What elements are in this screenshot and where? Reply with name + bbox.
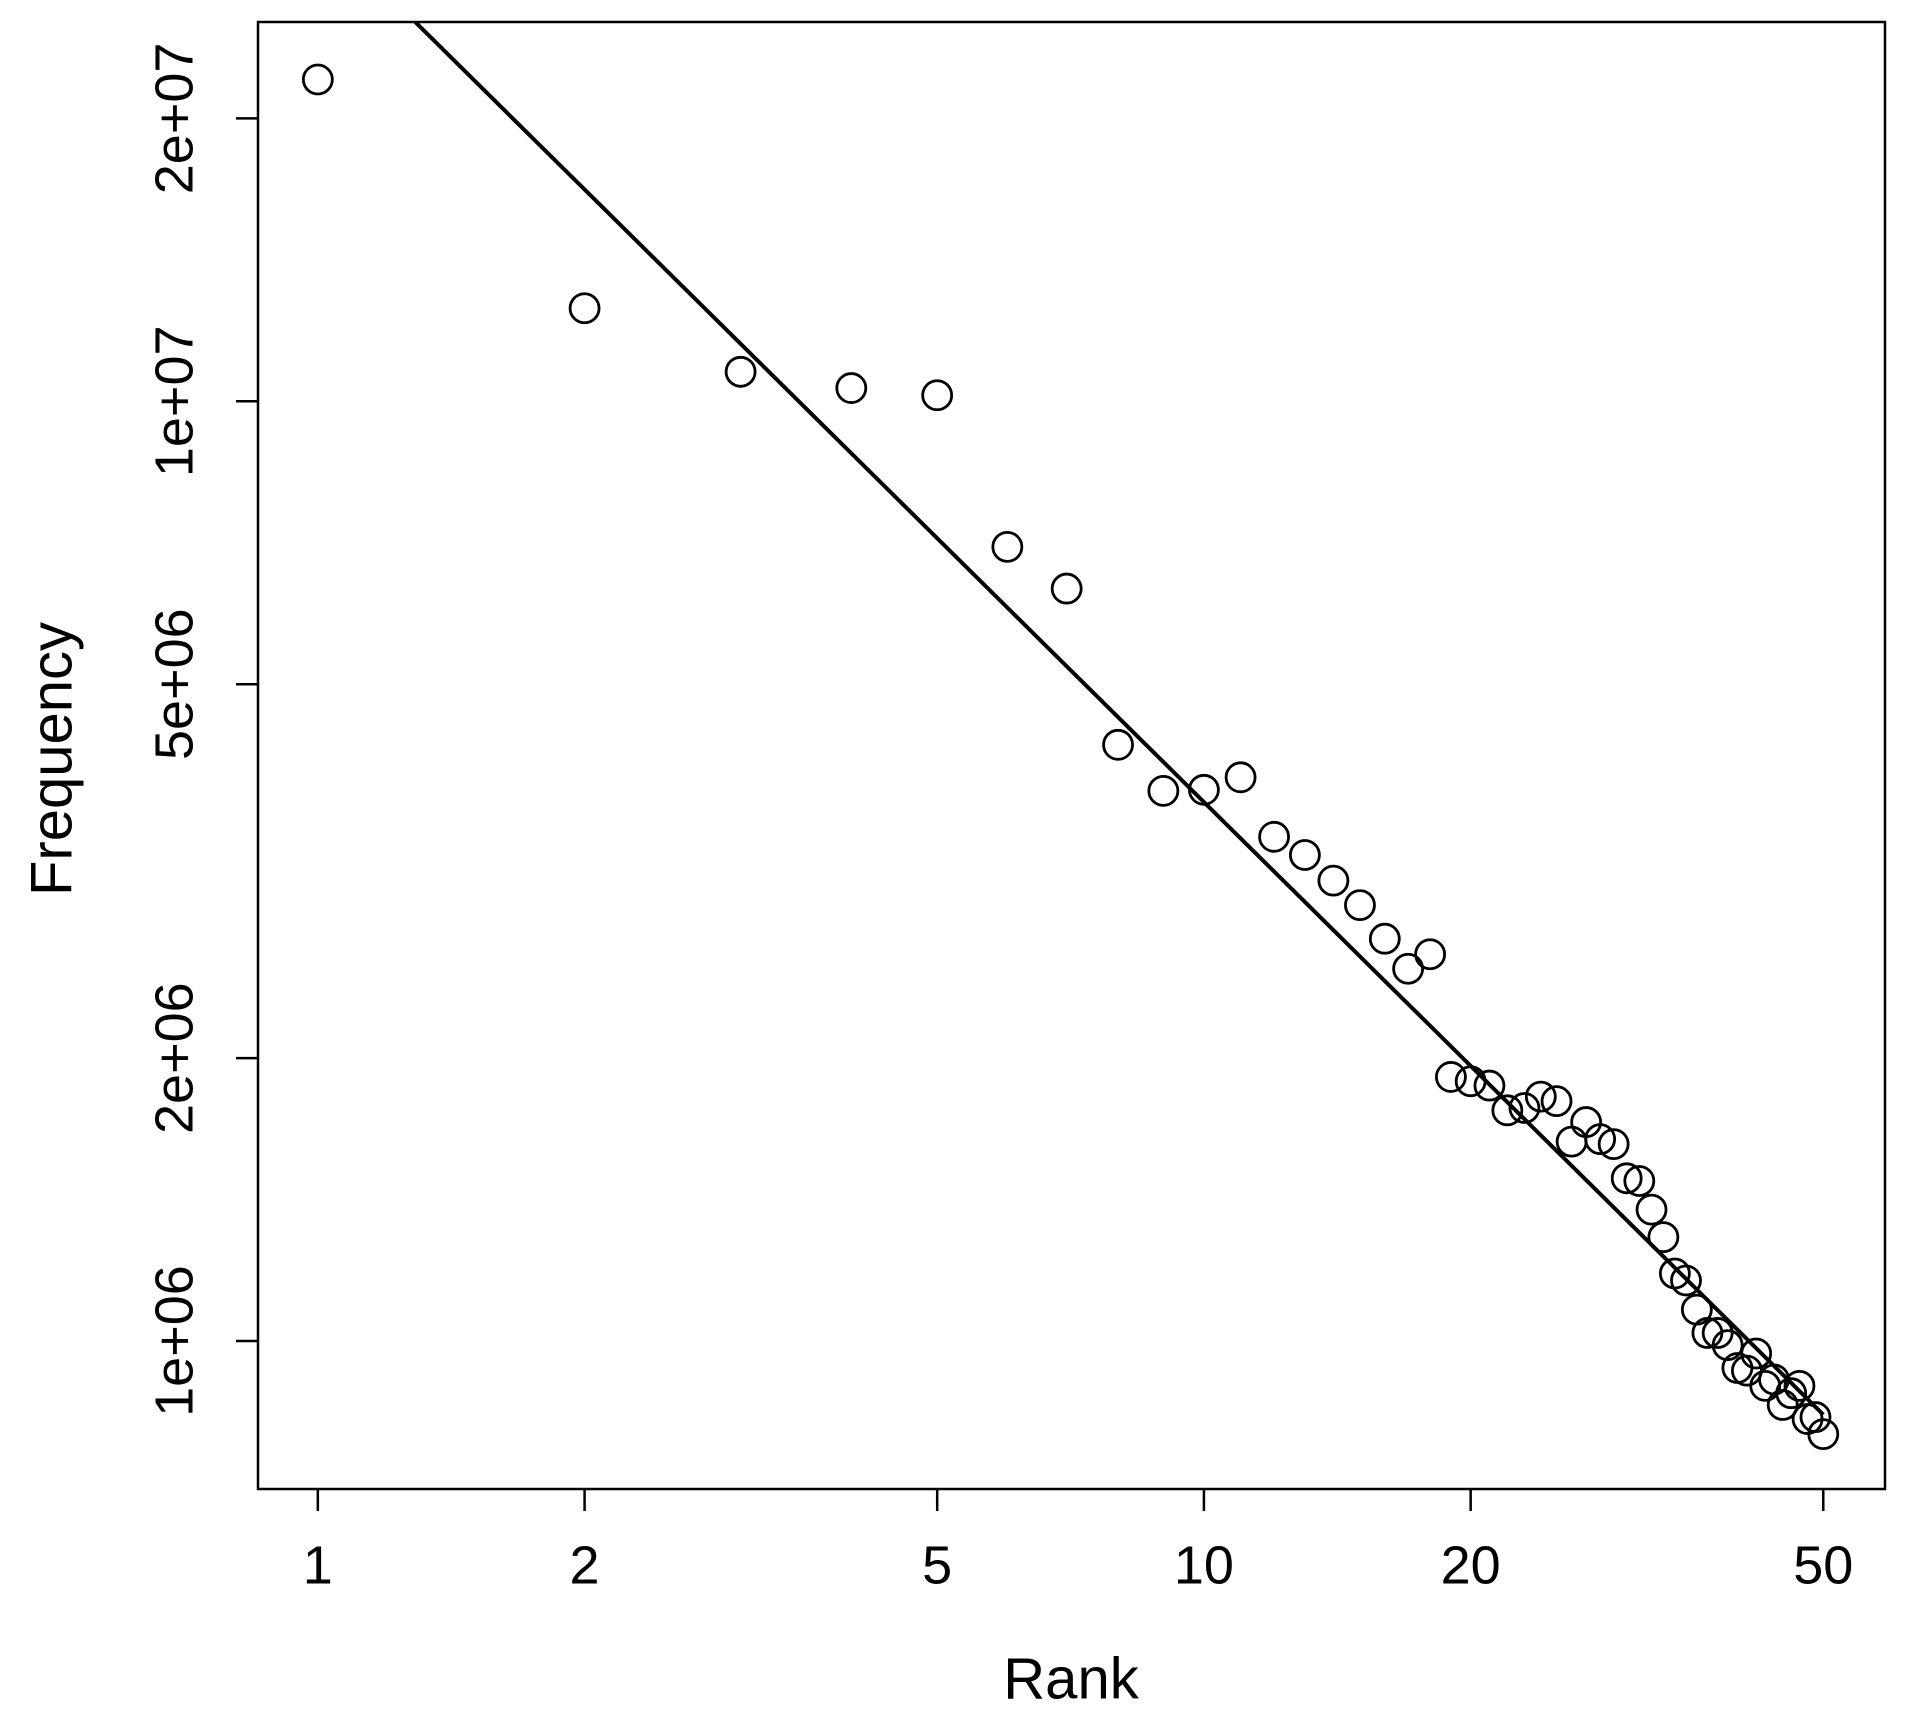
x-axis-title: Rank xyxy=(1003,1646,1139,1711)
point xyxy=(1783,1369,1816,1402)
point xyxy=(1288,839,1321,871)
x-tick-label: 10 xyxy=(1174,1535,1234,1595)
point xyxy=(1740,1337,1773,1370)
point xyxy=(1435,1061,1467,1093)
point xyxy=(1344,889,1376,922)
point xyxy=(1701,1317,1734,1349)
point xyxy=(835,372,868,404)
point xyxy=(1635,1193,1668,1226)
y-tick-label: 1e+06 xyxy=(144,1265,204,1417)
point xyxy=(568,292,601,325)
point xyxy=(1508,1092,1541,1124)
point xyxy=(1224,761,1257,794)
y-tick-label: 5e+06 xyxy=(144,608,204,760)
point xyxy=(1647,1221,1680,1254)
point xyxy=(1749,1369,1782,1402)
y-axis-title: Frequency xyxy=(19,622,84,896)
point xyxy=(301,63,334,96)
point xyxy=(1147,774,1180,807)
point xyxy=(1584,1123,1617,1156)
point xyxy=(1807,1418,1840,1451)
point xyxy=(1102,728,1134,761)
point xyxy=(1491,1094,1524,1127)
point xyxy=(724,355,757,388)
y-tick-label: 1e+07 xyxy=(144,325,204,477)
point xyxy=(1188,773,1220,806)
point xyxy=(1775,1377,1808,1410)
y-tick-label: 2e+07 xyxy=(144,43,204,195)
point xyxy=(1414,938,1447,971)
x-tick-label: 2 xyxy=(570,1535,600,1595)
point xyxy=(1799,1401,1832,1433)
point xyxy=(921,379,954,412)
point xyxy=(1540,1085,1573,1118)
point xyxy=(1524,1080,1557,1113)
point xyxy=(1721,1352,1754,1384)
x-tick-label: 5 xyxy=(922,1535,952,1595)
point xyxy=(991,530,1024,563)
point xyxy=(1730,1354,1763,1387)
point xyxy=(1670,1264,1702,1297)
point xyxy=(1473,1069,1506,1102)
x-tick-label: 20 xyxy=(1441,1535,1501,1595)
point xyxy=(1050,572,1083,605)
point xyxy=(1454,1065,1487,1098)
point xyxy=(1258,820,1290,853)
x-tick-label: 1 xyxy=(303,1535,333,1595)
point xyxy=(1392,952,1425,985)
x-tick-label: 50 xyxy=(1793,1535,1853,1595)
point xyxy=(1555,1125,1588,1158)
fit-line xyxy=(413,22,1825,1417)
plot-frame xyxy=(256,20,1887,1491)
point xyxy=(1711,1329,1744,1362)
point xyxy=(1368,922,1401,955)
point xyxy=(1597,1128,1630,1161)
point xyxy=(1317,864,1350,897)
point xyxy=(1623,1165,1656,1197)
y-tick-label: 2e+06 xyxy=(144,982,204,1134)
point xyxy=(1610,1162,1643,1195)
